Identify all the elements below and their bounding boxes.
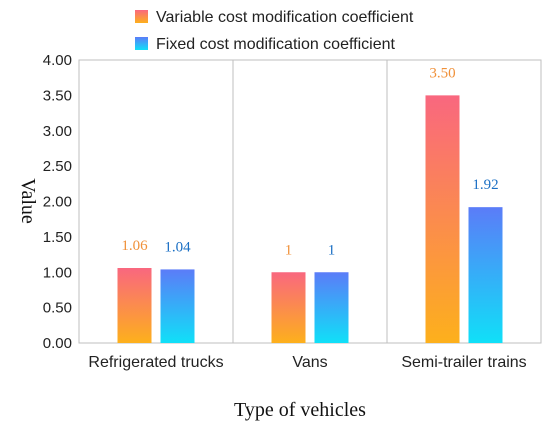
legend-swatch-variable xyxy=(135,10,148,23)
data-label: 3.50 xyxy=(429,65,455,81)
legend-label-variable: Variable cost modification coefficient xyxy=(156,9,414,26)
data-label: 1.04 xyxy=(164,239,191,255)
y-axis-ticks: 0.00 0.50 1.00 1.50 2.00 2.50 3.00 3.50 4.00 xyxy=(43,52,72,352)
y-tick-label: 4.00 xyxy=(43,52,72,69)
x-axis-categories: Refrigerated trucks Vans Semi-trailer trai… xyxy=(88,354,526,371)
x-category-label: Refrigerated trucks xyxy=(88,354,223,371)
y-tick-label: 3.50 xyxy=(43,87,72,104)
category-separators xyxy=(232,60,388,343)
y-tick-label: 2.50 xyxy=(43,158,72,175)
legend-label-fixed: Fixed cost modification coefficient xyxy=(156,36,395,53)
bars xyxy=(117,95,503,343)
bar-variable-2 xyxy=(425,95,460,343)
y-tick-label: 3.00 xyxy=(43,123,72,140)
data-label: 1 xyxy=(328,242,336,258)
y-tick-label: 2.00 xyxy=(43,194,72,211)
legend: Variable cost modification coefficient F… xyxy=(135,9,414,53)
bar-fixed-1 xyxy=(314,272,349,343)
plot-frame xyxy=(78,59,542,344)
data-label: 1 xyxy=(285,242,293,258)
y-axis-title: Value xyxy=(17,178,39,224)
bar-variable-1 xyxy=(271,272,306,343)
data-label: 1.06 xyxy=(121,238,148,254)
bar-fixed-2 xyxy=(468,207,503,343)
data-labels: 1.06 1.04 1 1 3.50 1.92 xyxy=(121,65,498,258)
x-axis-title: Type of vehicles xyxy=(234,399,366,421)
y-tick-label: 0.50 xyxy=(43,300,72,317)
bar-fixed-0 xyxy=(160,269,195,343)
legend-swatch-fixed xyxy=(135,37,148,50)
bar-variable-0 xyxy=(117,268,152,343)
y-tick-label: 1.00 xyxy=(43,264,72,281)
x-category-label: Vans xyxy=(292,354,327,371)
y-tick-label: 1.50 xyxy=(43,229,72,246)
y-tick-label: 0.00 xyxy=(43,335,72,352)
x-category-label: Semi-trailer trains xyxy=(401,354,526,371)
data-label: 1.92 xyxy=(472,177,498,193)
